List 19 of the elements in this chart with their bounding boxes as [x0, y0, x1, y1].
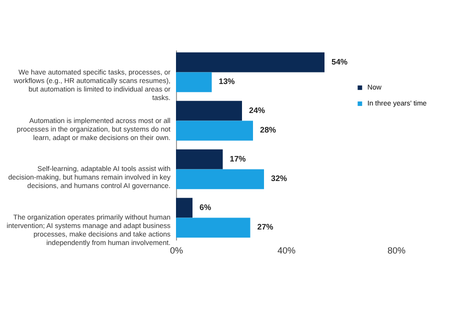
data-label: 32% [271, 174, 288, 184]
data-label: 24% [249, 106, 266, 115]
x-tick-label: 0% [170, 246, 184, 256]
data-label: 13% [218, 77, 235, 86]
bar [176, 169, 264, 190]
data-label: 54% [332, 57, 348, 66]
bar [176, 149, 223, 170]
x-tick-label: 40% [277, 246, 296, 256]
data-label: 17% [230, 154, 246, 164]
x-tick-label: 80% [387, 246, 406, 256]
data-label: 28% [260, 126, 276, 135]
bar [176, 198, 192, 218]
bar [176, 52, 324, 72]
bar [176, 218, 250, 238]
bar [176, 120, 253, 141]
bar [176, 100, 242, 121]
data-label: 27% [257, 222, 274, 232]
data-label: 6% [200, 202, 212, 212]
bar [176, 72, 212, 92]
